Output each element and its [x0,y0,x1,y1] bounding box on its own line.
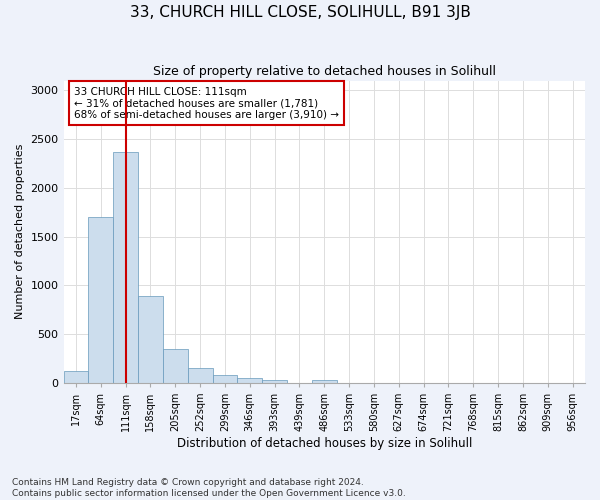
X-axis label: Distribution of detached houses by size in Solihull: Distribution of detached houses by size … [176,437,472,450]
Bar [163,349,188,383]
Text: Contains HM Land Registry data © Crown copyright and database right 2024.
Contai: Contains HM Land Registry data © Crown c… [12,478,406,498]
Text: 33, CHURCH HILL CLOSE, SOLIHULL, B91 3JB: 33, CHURCH HILL CLOSE, SOLIHULL, B91 3JB [130,5,470,20]
Bar [238,378,262,383]
Y-axis label: Number of detached properties: Number of detached properties [15,144,25,320]
Bar [88,217,113,383]
Bar [64,371,88,383]
Bar [262,380,287,383]
Bar [312,380,337,383]
Title: Size of property relative to detached houses in Solihull: Size of property relative to detached ho… [153,65,496,78]
Bar [138,296,163,383]
Bar [188,368,212,383]
Bar [212,375,238,383]
Text: 33 CHURCH HILL CLOSE: 111sqm
← 31% of detached houses are smaller (1,781)
68% of: 33 CHURCH HILL CLOSE: 111sqm ← 31% of de… [74,86,339,120]
Bar [113,152,138,383]
